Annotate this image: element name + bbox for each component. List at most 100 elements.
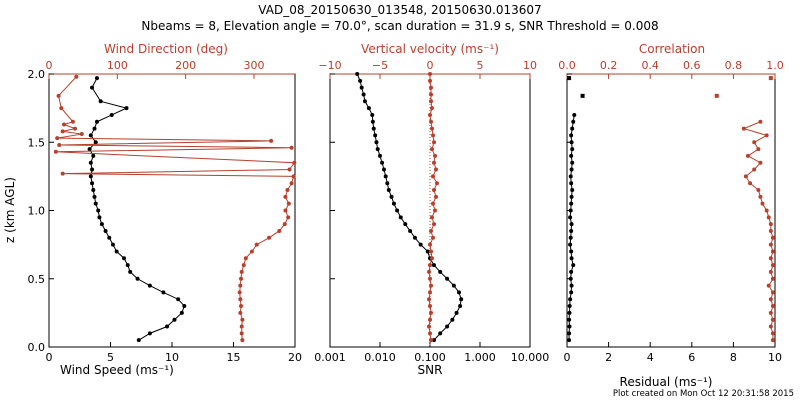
residual-point xyxy=(570,126,575,131)
wind-direction-point xyxy=(70,119,75,124)
wind-top-tick-label: 0 xyxy=(46,59,53,72)
residual-point xyxy=(571,263,576,268)
correlation-point xyxy=(770,249,775,254)
wind-speed-point xyxy=(161,290,166,295)
residual-point xyxy=(570,188,575,193)
vertical-velocity-point xyxy=(429,310,433,315)
wind-direction-point xyxy=(59,106,64,111)
wind-bottom-tick-label: 0 xyxy=(46,351,53,364)
wind-direction-point xyxy=(240,317,245,322)
snr-line xyxy=(356,73,462,341)
snr-point xyxy=(373,133,378,138)
snr-point xyxy=(438,269,443,274)
snr-point xyxy=(431,338,436,343)
vertical-velocity-point xyxy=(429,228,433,233)
wind-speed-point xyxy=(99,222,104,227)
residual-top-tick-label: 1.0 xyxy=(766,59,784,72)
wind-direction-point xyxy=(74,74,79,79)
correlation-point xyxy=(770,263,775,268)
correlation-point xyxy=(752,167,757,172)
vertical-velocity-point xyxy=(433,153,437,158)
vertical-velocity-point xyxy=(428,112,432,117)
correlation-point xyxy=(764,208,769,213)
correlation-point xyxy=(756,188,761,193)
residual-point xyxy=(569,256,574,261)
snr-point xyxy=(374,140,379,145)
wind-direction-point xyxy=(289,145,294,150)
wind-speed-point xyxy=(172,317,177,322)
vertical-velocity-point xyxy=(434,194,438,199)
residual-bottom-tick-label: 6 xyxy=(688,351,695,364)
wind-speed-point xyxy=(91,153,96,158)
wind-speed-point xyxy=(98,99,103,104)
wind-top-tick-label: 100 xyxy=(107,59,128,72)
wind-direction-point xyxy=(243,256,248,261)
snr-top-tick-label: −5 xyxy=(372,59,388,72)
residual-frame xyxy=(566,73,776,348)
correlation-point xyxy=(758,160,763,165)
wind-speed-point xyxy=(128,269,133,274)
wind-direction-point xyxy=(79,132,84,137)
vertical-velocity-point xyxy=(431,235,435,240)
residual-point xyxy=(568,242,573,247)
wind-speed-point xyxy=(97,215,102,220)
residual-point xyxy=(567,304,572,309)
wind-direction-point xyxy=(238,310,243,315)
wind-speed-point xyxy=(110,242,115,247)
correlation-point xyxy=(768,269,773,274)
snr-point xyxy=(359,85,364,90)
snr-point xyxy=(445,276,450,281)
residual-point xyxy=(569,269,574,274)
wind-speed-point xyxy=(92,194,97,199)
vertical-velocity-point xyxy=(429,85,433,90)
snr-bottom-tick-label: 0.001 xyxy=(314,351,346,364)
vertical-velocity-point xyxy=(429,249,433,254)
correlation-point xyxy=(743,174,748,179)
snr-point xyxy=(389,194,394,199)
vertical-velocity-point xyxy=(428,72,432,76)
vertical-velocity-point xyxy=(430,215,434,220)
residual-point xyxy=(569,201,574,206)
vertical-velocity-point xyxy=(429,283,433,288)
wind-speed-point xyxy=(88,133,93,138)
correlation-point xyxy=(741,126,746,131)
wind-direction-point xyxy=(239,269,244,274)
wind-speed-point xyxy=(147,283,152,288)
wind-speed-point xyxy=(136,338,141,343)
vertical-velocity-point xyxy=(427,269,431,274)
residual-point xyxy=(567,324,572,329)
wind-direction-point xyxy=(267,235,272,240)
snr-axis-label: SNR xyxy=(418,363,443,377)
vertical-velocity-point xyxy=(429,119,433,124)
correlation-point xyxy=(770,338,775,343)
correlation-point xyxy=(766,283,771,288)
wind-direction-point xyxy=(238,283,243,288)
residual-axis-label: Residual (ms⁻¹) xyxy=(620,375,713,389)
vertical-velocity-point xyxy=(428,290,432,295)
snr-panel: 0.001 0.010 0.100 1.000 10.000 −10 −5 0 5 10 xyxy=(314,59,549,364)
snr-point xyxy=(366,106,371,111)
vertical-velocity-point xyxy=(427,297,431,302)
snr-point xyxy=(370,119,375,124)
snr-point xyxy=(398,215,403,220)
residual-point xyxy=(568,276,573,281)
vertical-velocity-point xyxy=(429,99,433,104)
correlation-point xyxy=(758,194,763,199)
residual-point xyxy=(569,140,574,145)
residual-point xyxy=(568,235,573,240)
snr-bottom-tick-label: 1.000 xyxy=(464,351,496,364)
wind-direction-point xyxy=(60,129,65,134)
snr-bottom-tick-label: 10.000 xyxy=(511,351,550,364)
correlation-isolated-point xyxy=(768,76,773,81)
snr-top-tick-label: 0 xyxy=(427,59,434,72)
wind-speed-point xyxy=(96,208,101,213)
vertical-velocity-point xyxy=(428,276,432,281)
snr-point xyxy=(391,201,396,206)
wind-direction-point xyxy=(283,194,288,199)
wind-direction-point xyxy=(62,122,67,127)
snr-point xyxy=(454,310,459,315)
correlation-point xyxy=(770,331,775,336)
wind-direction-point xyxy=(291,174,296,179)
residual-point xyxy=(567,338,572,343)
